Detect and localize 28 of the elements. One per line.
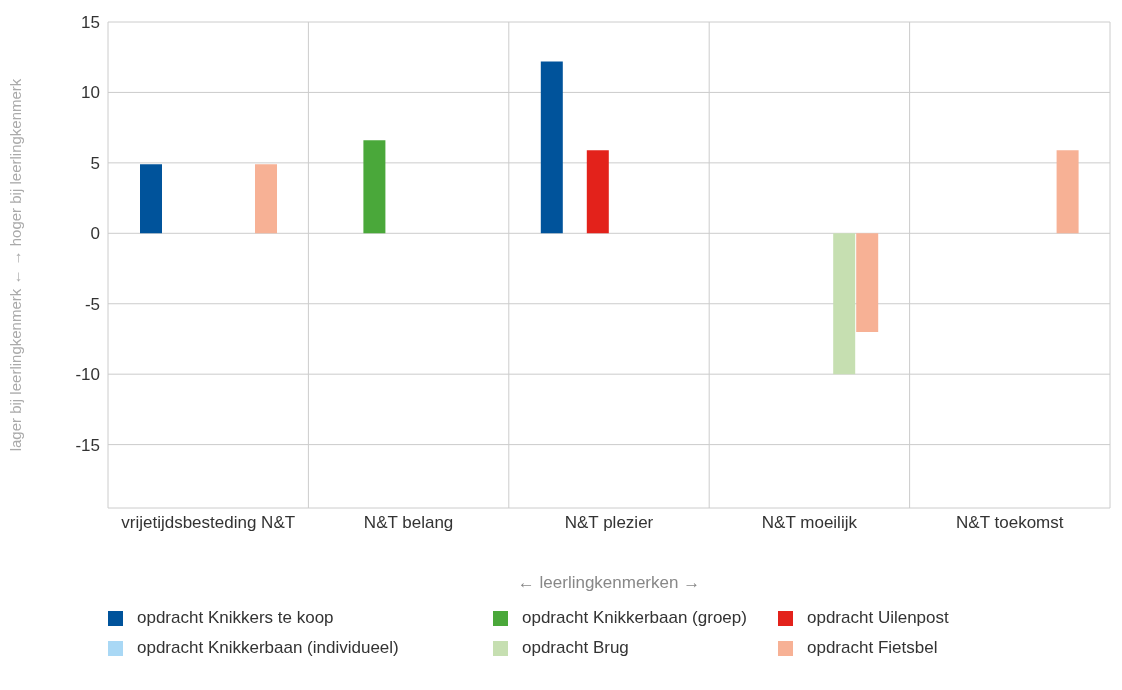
legend-label: opdracht Knikkerbaan (individueel) — [137, 638, 399, 658]
y-tick-label: 15 — [81, 13, 100, 33]
bar — [363, 140, 386, 234]
legend-label: opdracht Knikkers te koop — [137, 608, 334, 628]
x-tick-label: N&T plezier — [564, 513, 654, 533]
y-tick-label: 10 — [81, 83, 100, 103]
bar — [140, 164, 162, 234]
x-tick-label: N&T toekomst — [956, 513, 1064, 533]
bar — [1056, 150, 1079, 234]
x-axis-title: ← leerlingkenmerken → — [517, 573, 701, 592]
legend-label: opdracht Uilenpost — [807, 608, 949, 628]
legend-label: opdracht Fietsbel — [807, 638, 938, 658]
y-tick-label: 5 — [90, 153, 100, 173]
bar — [833, 233, 856, 375]
bar — [540, 61, 563, 234]
x-tick-label: N&T belang — [363, 513, 454, 533]
x-tick-label: vrijetijdsbesteding N&T — [121, 513, 296, 533]
y-tick-label: -15 — [75, 435, 100, 455]
bar — [856, 233, 879, 332]
legend-label: opdracht Knikkerbaan (groep) — [522, 608, 747, 628]
y-tick-label: 0 — [90, 224, 100, 244]
legend-label: opdracht Brug — [522, 638, 629, 658]
bar — [586, 150, 609, 234]
x-tick-label: N&T moeilijk — [761, 513, 858, 533]
bar — [255, 164, 277, 234]
y-tick-label: -5 — [84, 294, 100, 314]
y-axis-title: lager bij leerlingkenmerk ← → hoger bij leerlingkenmerk — [7, 78, 25, 452]
y-tick-label: -10 — [75, 365, 100, 385]
